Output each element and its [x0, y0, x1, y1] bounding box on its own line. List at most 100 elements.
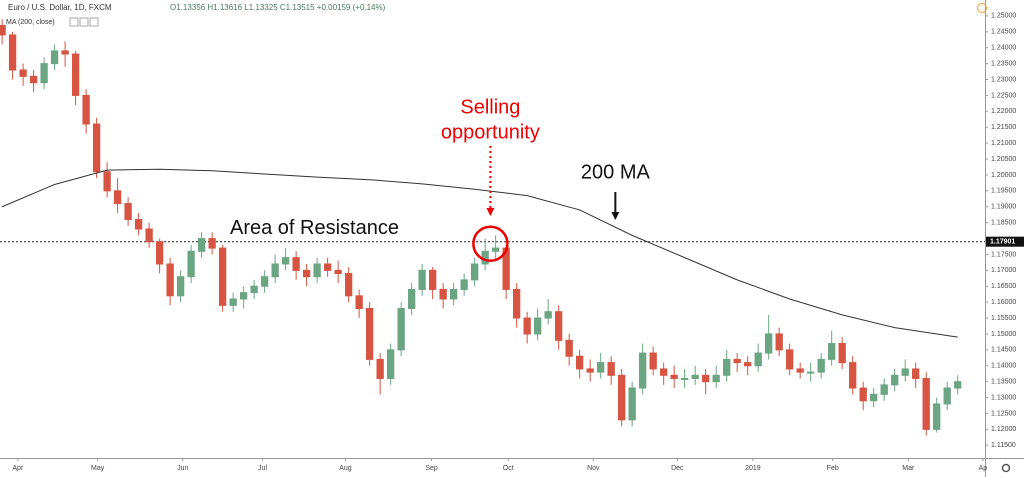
- candle-body: [901, 368, 909, 376]
- y-tick-label: 1.21000: [991, 140, 1016, 147]
- candle-body: [618, 374, 626, 421]
- candle-body: [208, 238, 216, 249]
- candle-body: [513, 288, 521, 319]
- header: Euro / U.S. Dollar, 1D, FXCM O1.13356 H1…: [6, 3, 386, 27]
- candle-body: [933, 403, 941, 430]
- candle-body: [386, 349, 395, 379]
- plot: 1.25000 1.24500 1.24000 1.23500 1.23000 1.225…: [0, 13, 1024, 472]
- x-tick-label: May: [91, 465, 105, 472]
- header-title: Euro / U.S. Dollar, 1D, FXCM: [8, 3, 112, 12]
- candle-body: [250, 285, 258, 294]
- candle-body: [460, 279, 468, 290]
- candle-body: [449, 288, 458, 300]
- candle-body: [691, 374, 699, 379]
- y-tick-label: 1.22000: [991, 108, 1016, 115]
- y-tick-label: 1.13500: [991, 379, 1016, 386]
- candle-body: [922, 377, 930, 430]
- x-tick-label: Feb: [827, 465, 839, 472]
- y-tick-label: 1.20500: [991, 156, 1016, 163]
- y-tick-label: 1.13000: [991, 394, 1016, 401]
- candle-body: [639, 352, 647, 389]
- header-ohlc: O1.13356 H1.13616 L1.13325 C1.13515 +0.0…: [170, 3, 386, 12]
- candle-body: [19, 69, 27, 77]
- x-tick-label: Apr: [12, 465, 24, 472]
- candle-body: [355, 295, 363, 310]
- settings-icon[interactable]: [1001, 463, 1011, 473]
- y-tick-label: 1.24000: [991, 45, 1016, 52]
- candle-body: [765, 333, 773, 354]
- resistance-annotation: Area of Resistance: [230, 217, 399, 239]
- candle-body: [660, 368, 668, 376]
- candle-body: [891, 374, 899, 386]
- resistance-price-box: [986, 236, 1024, 247]
- x-tick-label: Dec: [671, 465, 684, 472]
- warning-icon[interactable]: [977, 3, 987, 13]
- candle-body: [302, 269, 311, 278]
- candle-body: [628, 387, 636, 421]
- candle-body: [92, 123, 101, 173]
- x-tick-label: Jul: [258, 465, 267, 472]
- indicator-name: MA (200, close): [6, 19, 55, 26]
- candle-body: [187, 250, 195, 278]
- candle-body: [880, 384, 888, 395]
- y-tick-label: 1.19500: [991, 188, 1016, 195]
- y-tick-label: 1.24500: [991, 29, 1016, 36]
- x-tick-label: Nov: [587, 465, 600, 472]
- candle-body: [817, 358, 825, 373]
- indicator-button[interactable]: [79, 17, 89, 27]
- candle-body: [807, 371, 815, 374]
- candle-body: [649, 352, 657, 370]
- candle-body: [723, 358, 731, 376]
- candle-body: [418, 269, 426, 290]
- y-tick-label: 1.15000: [991, 331, 1016, 338]
- candle-body: [712, 374, 720, 383]
- candle-body: [50, 50, 59, 65]
- candle-body: [576, 355, 584, 370]
- candle-body: [176, 276, 185, 297]
- x-tick-label: Jun: [177, 465, 188, 472]
- candle-body: [544, 311, 552, 319]
- y-tick-label: 1.23500: [991, 60, 1016, 67]
- candle-body: [71, 53, 80, 96]
- candle-body: [229, 298, 237, 306]
- candle-body: [597, 362, 605, 373]
- candle-body: [8, 34, 17, 71]
- indicator-button[interactable]: [89, 17, 99, 27]
- ma-annotation: 200 MA: [581, 161, 651, 183]
- y-tick-label: 1.25000: [991, 13, 1016, 20]
- y-tick-label: 1.17500: [991, 251, 1016, 258]
- candle-body: [365, 308, 374, 360]
- y-tick-label: 1.17000: [991, 267, 1016, 274]
- ma-line: [1, 168, 958, 338]
- candle-body: [61, 50, 69, 55]
- y-tick-label: 1.14500: [991, 347, 1016, 354]
- x-tick-label: Sep: [425, 465, 438, 472]
- candle-body: [786, 349, 794, 370]
- resistance-price-label: 1.17901: [990, 239, 1015, 246]
- y-tick-label: 1.12500: [991, 410, 1016, 417]
- sell-annotation: opportunity: [441, 121, 540, 143]
- candle-body: [281, 257, 290, 265]
- y-tick-label: 1.16000: [991, 299, 1016, 306]
- highlight-circle: [472, 225, 509, 262]
- indicator-button[interactable]: [69, 17, 79, 27]
- sell-arrowhead: [486, 208, 495, 216]
- candle-body: [292, 257, 300, 271]
- x-tick-label: Mar: [902, 465, 915, 472]
- x-tick-label: Ap: [979, 465, 988, 472]
- candle-body: [124, 203, 132, 220]
- candle-body: [870, 393, 878, 402]
- candle-body: [166, 263, 174, 297]
- x-tick-label: Aug: [339, 465, 352, 472]
- candle-body: [744, 362, 752, 367]
- candle-body: [681, 377, 689, 380]
- candle-body: [155, 241, 164, 265]
- candle-body: [145, 228, 153, 243]
- candle-body: [82, 94, 90, 125]
- candle-body: [859, 387, 867, 402]
- candle-body: [565, 339, 573, 357]
- y-tick-label: 1.23000: [991, 76, 1016, 83]
- candle-body: [555, 311, 563, 341]
- candle-body: [849, 362, 857, 389]
